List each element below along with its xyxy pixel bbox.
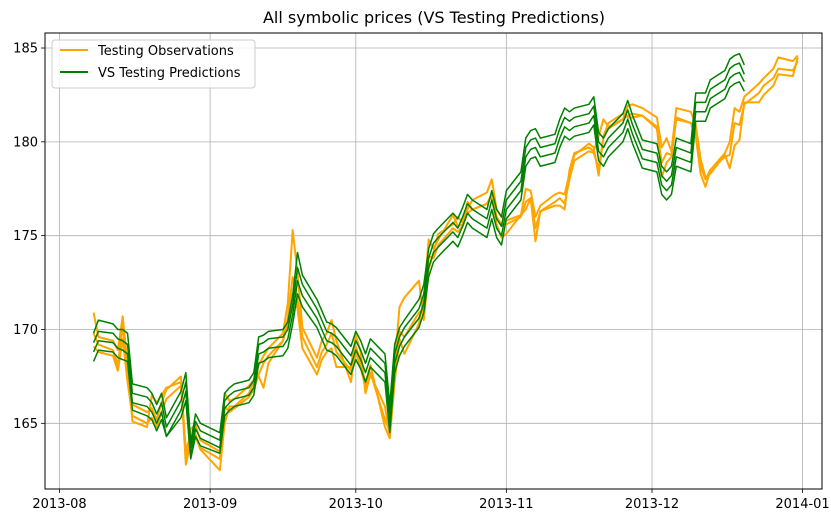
y-tick-label: 180 <box>13 135 38 150</box>
legend-label-testing-observations: Testing Observations <box>97 44 234 59</box>
x-tick-label: 2013-09 <box>183 497 237 512</box>
chart-title: All symbolic prices (VS Testing Predicti… <box>263 8 605 27</box>
series-line-vs-testing-predictions-3 <box>92 71 745 456</box>
series-line-vs-testing-predictions-2 <box>92 62 745 449</box>
series-line-testing-observations-3 <box>92 60 799 460</box>
x-tick-label: 2013-11 <box>479 497 533 512</box>
y-tick-label: 185 <box>13 42 38 57</box>
legend-box <box>51 39 256 89</box>
y-tick-label: 170 <box>13 323 38 338</box>
x-tick-label: 2014-01 <box>775 497 829 512</box>
x-axis: 2013-08 2013-09 2013-10 2013-11 2013-12 2014-… <box>32 489 830 512</box>
series-line-vs-testing-predictions-1 <box>92 52 745 443</box>
y-tick-label: 165 <box>13 417 38 432</box>
x-tick-label: 2013-08 <box>32 497 86 512</box>
series-line-vs-testing-predictions-4 <box>92 81 745 460</box>
legend-label-vs-testing-predictions: VS Testing Predictions <box>98 66 241 81</box>
y-axis: 165 170 175 180 185 <box>13 42 45 432</box>
legend: Testing Observations VS Testing Predicti… <box>51 39 256 89</box>
y-tick-label: 175 <box>13 229 38 244</box>
x-tick-label: 2013-12 <box>625 497 679 512</box>
series-layer <box>92 52 799 472</box>
x-tick-label: 2013-10 <box>329 497 383 512</box>
axes-frame <box>44 32 823 490</box>
